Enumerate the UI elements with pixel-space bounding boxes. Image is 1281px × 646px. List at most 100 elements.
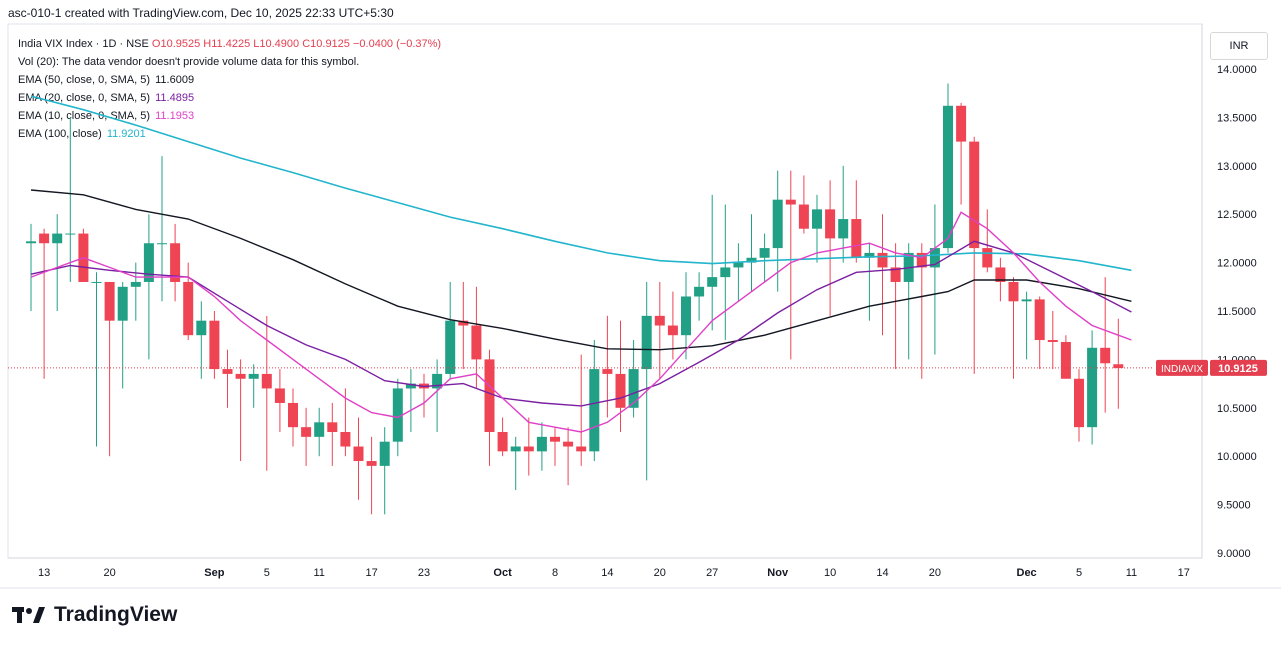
candle-body [1113, 364, 1124, 369]
x-tick-label: 20 [654, 567, 666, 579]
candle-body [641, 315, 652, 370]
candle-body [288, 402, 298, 428]
candle-body [550, 436, 560, 442]
candle-body [798, 204, 809, 229]
ohlc-close: C10.9125 [302, 38, 350, 50]
ohlc-low: L10.4900 [253, 38, 300, 50]
candle-body [104, 281, 115, 321]
candle-body [838, 219, 849, 239]
y-tick-label: 12.5000 [1217, 209, 1257, 221]
x-tick-label: 17 [1178, 567, 1190, 579]
candle-body [929, 248, 940, 268]
currency-button[interactable]: INR [1210, 32, 1268, 60]
ema-line-10 [30, 211, 1132, 433]
candle-body [825, 209, 836, 239]
x-tick-label: 5 [1076, 567, 1082, 579]
candle-body [563, 441, 574, 447]
candle-body [694, 286, 705, 297]
candle-body [654, 315, 665, 326]
y-tick-label: 13.0000 [1217, 161, 1257, 173]
x-tick-label: 10 [824, 567, 836, 579]
x-tick-label: 27 [706, 567, 718, 579]
x-tick-label: Oct [493, 567, 512, 579]
candle-body [379, 441, 390, 466]
candle-body [39, 233, 50, 244]
x-tick-label: Nov [767, 567, 789, 579]
candle-body [209, 320, 220, 370]
candle-body [117, 286, 128, 321]
candle-body [340, 432, 351, 447]
ema50-value: 11.6009 [155, 74, 195, 86]
x-tick-label: 11 [1126, 567, 1137, 579]
candle-body [445, 320, 456, 374]
candle-body [943, 105, 953, 249]
candle-body [301, 427, 312, 437]
ema-line-50 [30, 189, 1132, 351]
candle-body [130, 281, 141, 287]
x-tick-label: 14 [876, 567, 888, 579]
price-badge [1210, 359, 1267, 376]
ohlc-change: −0.0400 (−0.37%) [352, 38, 442, 50]
candle-body [864, 252, 875, 258]
y-tick-label: 10.5000 [1217, 403, 1257, 415]
tradingview-logo[interactable]: TradingView [12, 603, 177, 627]
x-tick-label: 13 [38, 567, 50, 579]
ohlc-high: H11.4225 [203, 38, 251, 50]
ema-line-20 [30, 240, 1132, 407]
legend-ema50-row[interactable]: EMA (50, close, 0, SMA, 5) 11.6009 [18, 71, 441, 89]
symbol-badge-text: INDIAVIX [1161, 364, 1203, 375]
y-tick-label: 13.5000 [1217, 112, 1257, 124]
candle-body [458, 320, 469, 326]
candle-body [851, 219, 862, 258]
ema10-value: 11.1953 [155, 110, 195, 122]
symbol-label[interactable]: India VIX Index · 1D · NSE [18, 38, 149, 50]
candle-body [772, 199, 783, 249]
y-tick-label: 11.5000 [1217, 306, 1256, 318]
legend-ema100-row[interactable]: EMA (100, close) 11.9201 [18, 125, 441, 143]
candle-body [1060, 341, 1071, 379]
x-tick-label: 8 [552, 567, 558, 579]
symbol-badge [1156, 359, 1208, 376]
candle-body [196, 320, 207, 336]
candles-group [26, 83, 1124, 515]
candle-body [759, 248, 770, 258]
candle-body [353, 446, 364, 462]
candle-body [667, 325, 678, 336]
candle-body [956, 105, 967, 142]
candle-body [615, 373, 626, 408]
candle-body [274, 388, 285, 403]
ema100-label: EMA (100, close) [18, 128, 102, 140]
candle-body [785, 199, 796, 205]
candle-body [1087, 347, 1098, 428]
candle-body [916, 252, 927, 268]
candle-body [1034, 299, 1045, 341]
candle-body [536, 436, 547, 452]
candle-body [235, 373, 246, 379]
y-tick-label: 9.0000 [1217, 548, 1251, 560]
tradingview-logo-icon [12, 607, 45, 623]
legend-volume-row[interactable]: Vol (20): The data vendor doesn't provid… [18, 53, 441, 71]
candle-body [157, 243, 167, 245]
x-tick-label: 17 [365, 567, 377, 579]
volume-note: Vol (20): The data vendor doesn't provid… [18, 56, 360, 68]
candle-body [746, 257, 757, 263]
legend: India VIX Index · 1D · NSE O10.9525 H11.… [18, 35, 441, 143]
candle-body [497, 432, 508, 452]
candle-body [628, 369, 639, 408]
candle-body [1021, 299, 1032, 302]
candle-body [471, 325, 482, 360]
candle-body [720, 267, 731, 278]
candle-body [143, 243, 154, 282]
candle-body [314, 422, 325, 437]
candle-body [969, 141, 980, 249]
candle-body [1100, 347, 1111, 364]
candle-body [222, 369, 233, 374]
chart-caption: asc-010-1 created with TradingView.com, … [8, 6, 394, 20]
ema20-value: 11.4895 [155, 92, 195, 104]
candle-body [91, 281, 102, 283]
price-badge-text: 10.9125 [1218, 363, 1258, 375]
candle-body [65, 233, 76, 235]
y-tick-label: 12.0000 [1217, 258, 1257, 270]
x-tick-label: Sep [204, 567, 224, 579]
